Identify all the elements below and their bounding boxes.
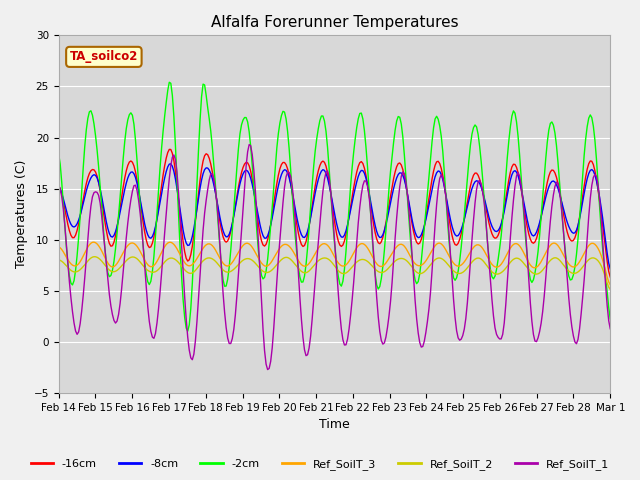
Legend: -16cm, -8cm, -2cm, Ref_SoilT_3, Ref_SoilT_2, Ref_SoilT_1: -16cm, -8cm, -2cm, Ref_SoilT_3, Ref_Soil… xyxy=(26,455,614,474)
Text: TA_soilco2: TA_soilco2 xyxy=(70,50,138,63)
Y-axis label: Temperatures (C): Temperatures (C) xyxy=(15,160,28,268)
X-axis label: Time: Time xyxy=(319,419,350,432)
Title: Alfalfa Forerunner Temperatures: Alfalfa Forerunner Temperatures xyxy=(211,15,458,30)
